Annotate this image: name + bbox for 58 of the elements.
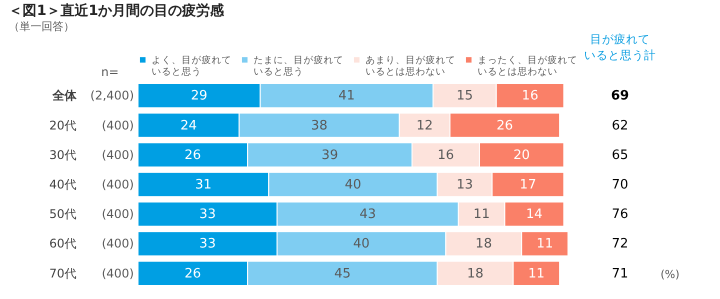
y-tick-label: 40代 bbox=[49, 178, 76, 192]
data-label: 40 bbox=[353, 236, 370, 252]
data-label: 41 bbox=[338, 88, 355, 104]
text: 69 bbox=[610, 88, 630, 104]
legend-label: まったく、目が疲れているとは思わない bbox=[478, 54, 578, 78]
data-label: 14 bbox=[526, 207, 543, 222]
data-label: 15 bbox=[456, 88, 473, 104]
data-label: 31 bbox=[195, 178, 212, 192]
data-label: 26 bbox=[184, 266, 202, 282]
legend-label: たまに、目が疲れていると思う bbox=[254, 54, 344, 78]
data-label: 18 bbox=[475, 236, 492, 252]
y-tick-label: 20代 bbox=[49, 118, 76, 132]
text: n= bbox=[101, 65, 119, 79]
data-label: 40 bbox=[344, 178, 362, 192]
y-tick-label: 60代 bbox=[49, 236, 76, 251]
y-tick-label: 全体 bbox=[52, 88, 78, 103]
data-label: 29 bbox=[190, 88, 208, 104]
data-label: 43 bbox=[359, 207, 376, 222]
data-label: 11 bbox=[473, 207, 490, 222]
data-label: 33 bbox=[199, 207, 216, 222]
y-tick-label: 30代 bbox=[49, 148, 76, 162]
text: (400) bbox=[102, 118, 134, 132]
text: 72 bbox=[612, 236, 628, 252]
data-label: 18 bbox=[466, 266, 484, 282]
data-label: 13 bbox=[456, 178, 473, 192]
text: (400) bbox=[102, 178, 134, 192]
text: 65 bbox=[612, 148, 628, 163]
data-label: 38 bbox=[311, 118, 328, 134]
text: (%) bbox=[660, 268, 680, 281]
y-tick-label: 50代 bbox=[49, 207, 76, 222]
data-label: 24 bbox=[180, 118, 197, 134]
data-label: 33 bbox=[199, 236, 216, 252]
text: 目が疲れていると思う計 bbox=[584, 32, 656, 62]
text: (400) bbox=[102, 266, 134, 280]
text: (2,400) bbox=[90, 88, 134, 103]
legend-label: よく、目が疲れていると思う bbox=[152, 54, 232, 78]
legend-label: あまり、目が疲れているとは思わない bbox=[366, 54, 456, 78]
y-tick-label: 70代 bbox=[49, 266, 76, 280]
data-label: 16 bbox=[437, 148, 454, 163]
text: （単一回答） bbox=[8, 20, 75, 33]
chart-title: ＜図1＞直近1か月間の目の疲労感 bbox=[8, 2, 226, 19]
text: (400) bbox=[102, 148, 134, 162]
text: 62 bbox=[612, 118, 628, 134]
data-label: 16 bbox=[522, 88, 538, 104]
data-label: 26 bbox=[184, 148, 202, 163]
data-label: 11 bbox=[528, 266, 545, 282]
text: 70 bbox=[612, 178, 628, 192]
data-label: 12 bbox=[416, 118, 433, 134]
data-label: 26 bbox=[496, 118, 514, 134]
text: 71 bbox=[612, 266, 628, 282]
text: (400) bbox=[102, 236, 134, 251]
text: 76 bbox=[612, 207, 628, 222]
data-label: 20 bbox=[513, 148, 530, 163]
data-label: 17 bbox=[520, 178, 536, 192]
data-label: 39 bbox=[322, 148, 338, 163]
text: (400) bbox=[102, 207, 134, 222]
data-label: 11 bbox=[536, 236, 554, 252]
data-label: 45 bbox=[334, 266, 351, 282]
